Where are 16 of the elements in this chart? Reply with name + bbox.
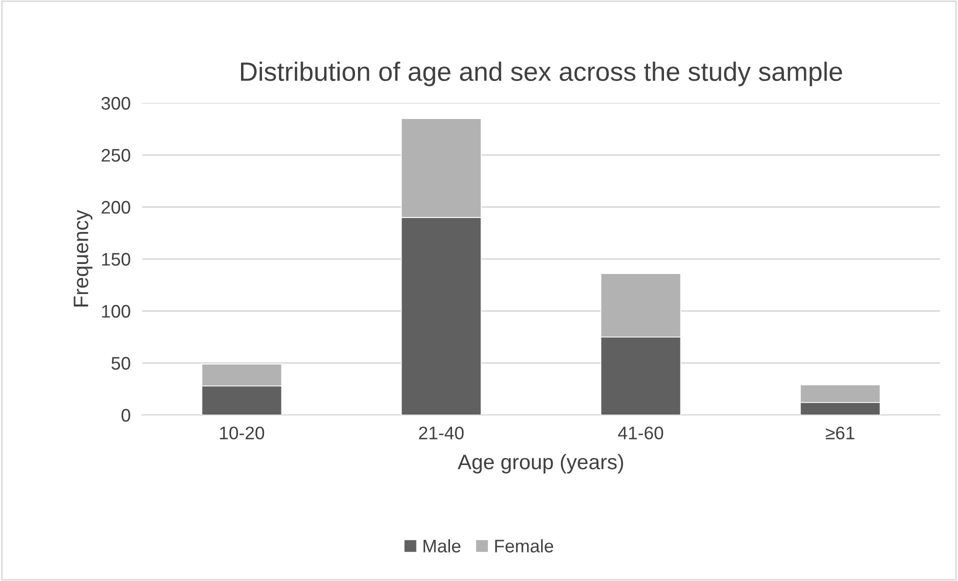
y-tick-label: 50 [112,356,130,370]
chart-title: Distribution of age and sex across the study sample [241,62,842,86]
x-tick-label: 41-60 [618,426,664,440]
y-tick-label: 0 [122,408,130,422]
legend-label: Male [424,539,460,552]
x-tick-label: 10-20 [220,426,264,440]
y-tick-label: 150 [102,252,130,266]
y-tick-label: 300 [101,96,130,110]
legend-label: Female [495,539,554,552]
x-tick-label: ≥61 [826,426,854,440]
y-tick-label: 100 [102,304,130,318]
x-axis-title: Age group (years) [458,454,624,474]
x-tick-label: 21-40 [419,426,464,440]
y-axis-title: Frequency [74,210,92,306]
y-tick-label: 250 [102,148,130,162]
y-tick-label: 200 [102,200,130,214]
